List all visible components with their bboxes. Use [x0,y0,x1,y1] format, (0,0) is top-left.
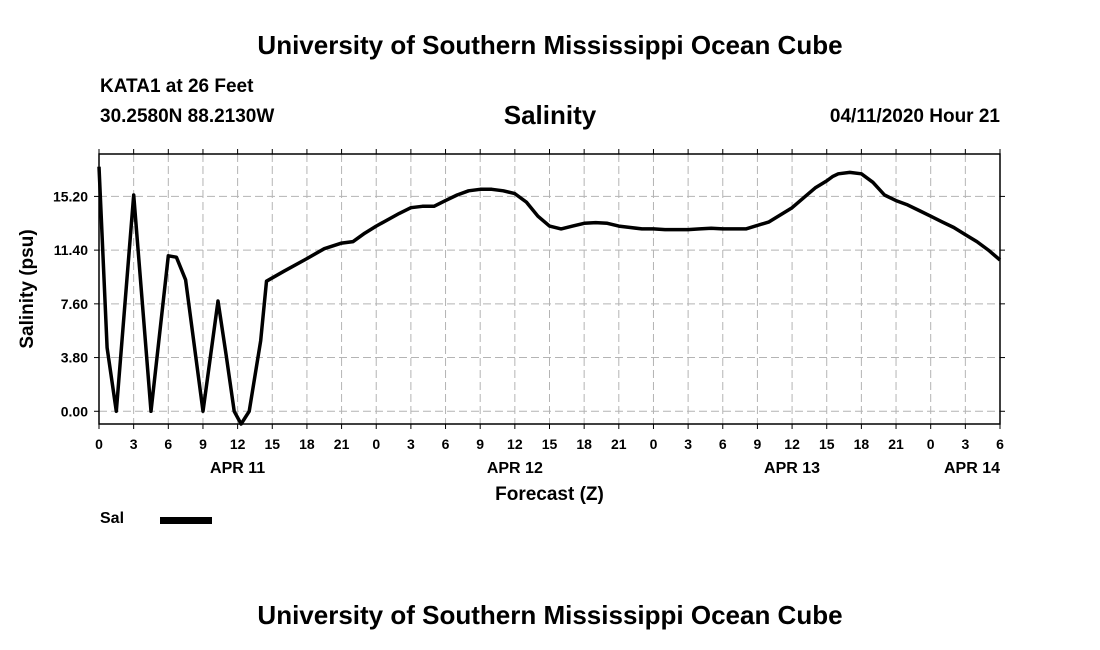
y-tick-label: 7.60 [61,296,88,312]
y-tick-label: 3.80 [61,350,88,366]
x-tick-label: 21 [611,436,627,452]
y-axis-label: Salinity (psu) [17,229,38,348]
x-tick-label: 18 [576,436,592,452]
x-tick-label: 15 [819,436,835,452]
x-tick-label: 9 [199,436,207,452]
legend-line-swatch [160,517,212,524]
issue-timestamp: 04/11/2020 Hour 21 [829,106,1000,127]
x-tick-label: 15 [264,436,280,452]
series-line-sal [97,166,1002,426]
date-label: APR 13 [764,460,820,477]
date-label: APR 14 [944,460,1000,477]
footer-title: University of Southern Mississippi Ocean… [257,600,843,630]
page-title: University of Southern Mississippi Ocean… [257,30,843,60]
x-axis-label: Forecast (Z) [495,484,604,505]
date-label: APR 12 [487,460,543,477]
x-tick-label: 12 [507,436,523,452]
x-tick-label: 3 [684,436,692,452]
x-tick-label: 9 [476,436,484,452]
x-tick-label: 3 [407,436,415,452]
x-tick-label: 0 [927,436,935,452]
plot-frame [98,153,1001,425]
x-tick-label: 12 [230,436,246,452]
date-label: APR 11 [210,460,265,477]
x-tick-label: 9 [754,436,762,452]
y-tick-label: 11.40 [54,242,88,258]
x-tick-label: 0 [95,436,103,452]
station-name: KATA1 at 26 Feet [100,76,254,97]
x-tick-label: 3 [130,436,138,452]
x-tick-label: 18 [854,436,870,452]
x-tick-label: 12 [784,436,800,452]
x-tick-label: 6 [164,436,172,452]
x-tick-label: 21 [888,436,904,452]
station-coordinates: 30.2580N 88.2130W [100,106,275,127]
x-tick-label: 6 [719,436,727,452]
x-tick-label: 6 [442,436,450,452]
chart-title: Salinity [503,100,597,130]
y-tick-label: 15.20 [53,188,88,204]
x-tick-label: 21 [334,436,350,452]
x-tick-label: 15 [542,436,558,452]
x-tick-label: 6 [996,436,1004,452]
y-tick-label: 0.00 [61,403,88,419]
legend-label: Sal [100,510,125,527]
x-tick-label: 18 [299,436,315,452]
x-tick-label: 0 [372,436,380,452]
x-tick-label: 0 [650,436,658,452]
x-tick-label: 3 [961,436,969,452]
